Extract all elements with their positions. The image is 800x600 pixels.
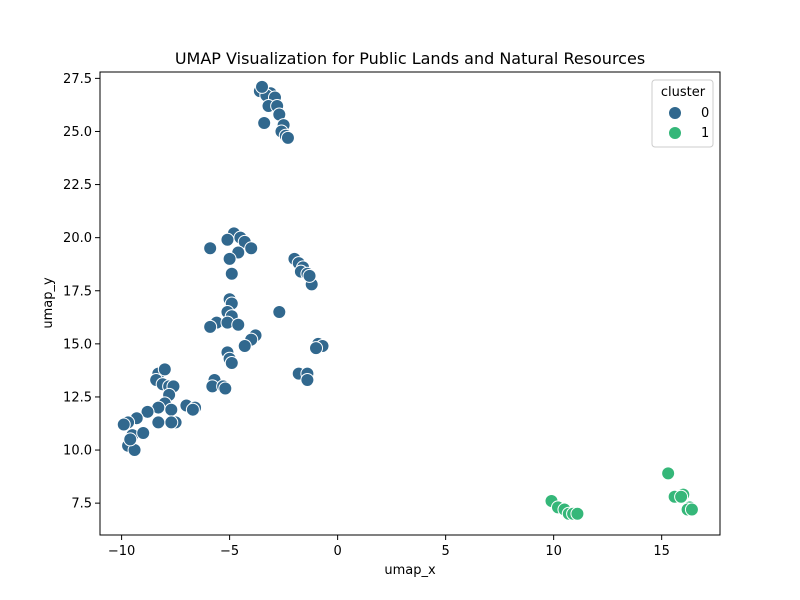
data-point-cluster-0 [255, 79, 270, 94]
data-points [116, 79, 699, 521]
y-tick-label: 25.0 [63, 125, 92, 140]
data-point-cluster-0 [309, 341, 324, 356]
plot-frame [99, 71, 721, 536]
y-tick-label: 15.0 [63, 337, 92, 352]
data-point-cluster-0 [237, 338, 252, 353]
legend-box [651, 79, 714, 148]
x-tick-label: −5 [220, 544, 239, 559]
data-point-cluster-0 [280, 130, 295, 145]
data-point-cluster-0 [257, 115, 272, 130]
data-point-cluster-0 [302, 268, 317, 283]
chart-title: UMAP Visualization for Public Lands and … [175, 49, 645, 68]
data-point-cluster-1 [570, 506, 585, 521]
data-point-cluster-0 [157, 362, 172, 377]
y-tick-label: 27.5 [63, 72, 92, 87]
data-point-cluster-0 [224, 355, 239, 370]
data-point-cluster-0 [244, 241, 259, 256]
data-point-cluster-0 [222, 251, 237, 266]
data-point-cluster-1 [661, 466, 676, 481]
y-ticks: 7.5 10.0 12.5 15.0 17.5 20.0 22.5 25.0 27.5 [63, 72, 100, 512]
data-point-cluster-0 [164, 415, 179, 430]
x-tick-label: −10 [108, 544, 135, 559]
legend-marker-1 [668, 126, 682, 140]
legend-label-1: 1 [701, 126, 709, 141]
y-tick-label: 22.5 [63, 178, 92, 193]
data-point-cluster-0 [140, 404, 155, 419]
y-axis-label: umap_y [41, 277, 56, 329]
data-point-cluster-0 [116, 417, 131, 432]
legend-marker-0 [668, 106, 682, 120]
y-tick-label: 17.5 [63, 284, 92, 299]
y-tick-label: 12.5 [63, 390, 92, 405]
data-point-cluster-1 [674, 489, 689, 504]
data-point-cluster-0 [136, 426, 151, 441]
x-tick-label: 10 [545, 544, 562, 559]
x-tick-label: 5 [442, 544, 450, 559]
data-point-cluster-0 [300, 372, 315, 387]
data-point-cluster-1 [684, 502, 699, 517]
data-point-cluster-0 [224, 266, 239, 281]
x-ticks: −10 −5 0 5 10 15 [108, 535, 670, 559]
data-point-cluster-0 [123, 432, 138, 447]
y-tick-label: 20.0 [63, 231, 92, 246]
data-point-cluster-0 [203, 241, 218, 256]
x-axis-label: umap_x [384, 563, 436, 578]
legend: cluster 0 1 [651, 79, 714, 148]
y-tick-label: 10.0 [63, 444, 92, 459]
legend-title: cluster [661, 85, 706, 100]
data-point-cluster-0 [185, 402, 200, 417]
data-point-cluster-0 [231, 317, 246, 332]
legend-label-0: 0 [701, 106, 709, 121]
data-point-cluster-0 [220, 232, 235, 247]
data-point-cluster-0 [203, 319, 218, 334]
y-tick-label: 7.5 [71, 497, 92, 512]
x-tick-label: 0 [333, 544, 341, 559]
data-point-cluster-0 [218, 381, 233, 396]
data-point-cluster-0 [151, 415, 166, 430]
data-point-cluster-0 [164, 402, 179, 417]
x-tick-label: 15 [653, 544, 670, 559]
data-point-cluster-0 [272, 304, 287, 319]
